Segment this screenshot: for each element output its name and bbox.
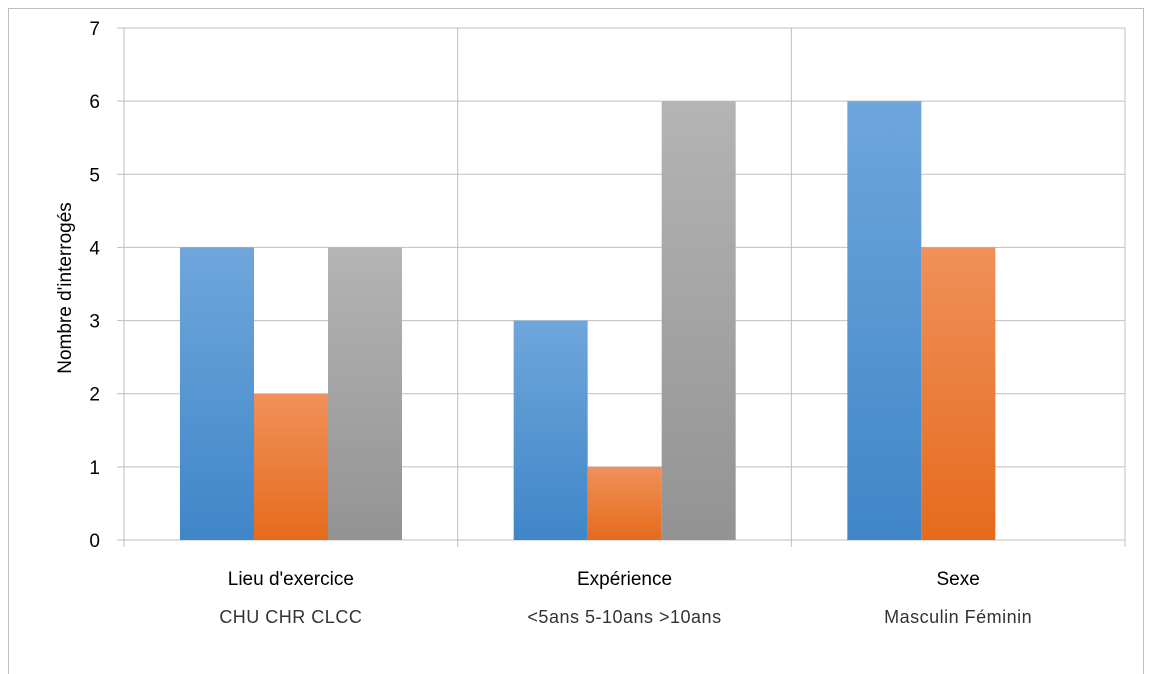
- bars-layer: [180, 101, 996, 541]
- bar-CLCC: [328, 247, 402, 540]
- y-tick-label: 3: [89, 312, 100, 333]
- labels-layer: 0 1 2 3 4 5 6 7 Lieu d'exercice CHU CHR CLCC Expér…: [89, 19, 1032, 627]
- bar-CHU: [180, 247, 254, 540]
- y-tick-label: 5: [89, 165, 100, 186]
- y-tick-label: 6: [89, 92, 100, 113]
- y-tick-label: 2: [89, 385, 100, 406]
- y-tick-label: 4: [89, 238, 100, 259]
- group-label: Expérience: [577, 569, 672, 590]
- bar-CHR: [254, 393, 328, 540]
- group-sublabel: <5ans 5-10ans >10ans: [527, 607, 721, 627]
- bar->10ans: [661, 101, 736, 541]
- bar-5-10ans: [587, 466, 662, 540]
- group-sublabel: CHU CHR CLCC: [219, 607, 362, 627]
- bar-<5ans: [513, 320, 588, 540]
- y-axis-title: Nombre d'interrogés: [55, 202, 76, 374]
- group-label: Lieu d'exercice: [228, 569, 354, 590]
- y-tick-label: 1: [89, 458, 100, 479]
- chart-frame: [8, 8, 1144, 674]
- axes-layer: [117, 27, 124, 541]
- y-tick-label: 7: [89, 19, 100, 40]
- bar-Féminin: [921, 247, 996, 540]
- bar-Masculin: [847, 101, 922, 541]
- group-label: Sexe: [937, 569, 980, 590]
- y-tick-label: 0: [89, 531, 100, 552]
- group-sublabel: Masculin Féminin: [884, 607, 1032, 627]
